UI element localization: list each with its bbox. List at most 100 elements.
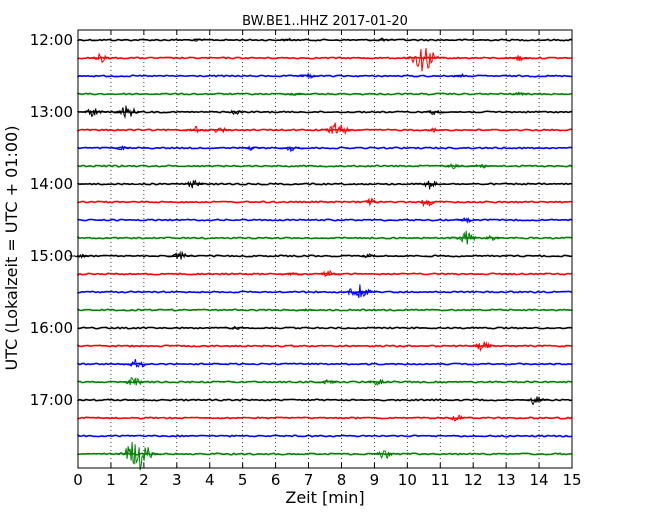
x-axis: 0 1 2 3 4 5 6 7 8 9 10 11 12 13 14 15	[73, 30, 582, 489]
seismic-event	[118, 376, 149, 386]
seismic-event	[87, 52, 116, 64]
seismic-event	[448, 230, 483, 245]
trace	[69, 250, 573, 260]
trace-line	[77, 92, 573, 96]
seismic-event	[411, 199, 442, 208]
seismic-event	[239, 144, 265, 151]
seismic-event	[369, 450, 399, 460]
seismic-event	[520, 396, 551, 406]
trace-line	[77, 344, 573, 348]
trace	[77, 122, 573, 135]
grid-lines	[110, 30, 540, 468]
seismic-event	[205, 126, 233, 134]
x-tick-label: 1	[106, 471, 116, 489]
x-axis-label: Zeit [min]	[285, 488, 364, 507]
trace	[77, 308, 573, 313]
trace	[77, 284, 573, 299]
trace-line	[77, 308, 573, 312]
trace	[77, 91, 573, 97]
trace	[77, 359, 573, 368]
x-tick-label: 12	[464, 471, 483, 489]
y-tick-label: 15:00	[30, 247, 73, 265]
seismic-event	[314, 269, 342, 278]
seismic-event	[466, 164, 493, 169]
y-tick-label: 12:00	[30, 31, 73, 49]
seismic-event	[368, 37, 394, 43]
seismic-event	[122, 359, 152, 368]
trace-line	[77, 56, 573, 60]
seismic-event	[165, 250, 195, 260]
seismic-event	[111, 441, 163, 471]
x-tick-label: 15	[562, 471, 581, 489]
seismic-event	[319, 122, 357, 135]
trace	[77, 414, 573, 422]
trace	[77, 441, 573, 471]
x-tick-label: 13	[497, 471, 516, 489]
seismic-event	[452, 216, 479, 225]
seismic-event	[354, 253, 380, 259]
x-tick-label: 8	[337, 471, 347, 489]
trace	[77, 71, 573, 80]
plot-frame	[77, 29, 573, 469]
seismic-event	[107, 145, 133, 151]
trace-line	[77, 38, 573, 42]
x-tick-label: 14	[530, 471, 549, 489]
seismic-event	[315, 379, 340, 385]
trace	[77, 396, 573, 406]
x-tick-label: 9	[370, 471, 380, 489]
seismic-event	[505, 55, 533, 62]
trace-line	[77, 146, 573, 150]
trace-line	[77, 398, 573, 402]
seismic-event	[278, 145, 305, 153]
seismic-event	[338, 284, 376, 299]
chart-title: BW.BE1..HHZ 2017-01-20	[242, 14, 408, 29]
trace-line	[77, 218, 573, 222]
seismic-event	[280, 272, 304, 277]
trace	[77, 144, 573, 153]
y-tick-label: 14:00	[30, 175, 73, 193]
trace	[77, 105, 573, 120]
y-axis-label: UTC (Lokalzeit = UTC + 01:00)	[2, 126, 21, 371]
seismic-event	[110, 105, 144, 120]
trace-line	[77, 272, 573, 276]
trace-line	[77, 416, 573, 420]
seismic-event	[415, 180, 445, 190]
trace-line	[77, 110, 573, 114]
seismic-event	[283, 92, 307, 96]
seismic-event	[506, 91, 531, 97]
trace	[77, 376, 573, 386]
x-tick-label: 0	[73, 471, 83, 489]
trace-line	[77, 254, 573, 258]
seismic-event	[79, 108, 109, 118]
trace-line	[77, 362, 573, 366]
seismic-event	[467, 341, 498, 353]
x-tick-label: 10	[398, 471, 417, 489]
y-tick-label: 17:00	[30, 391, 73, 409]
seismic-event	[440, 162, 465, 170]
seismic-event	[276, 37, 301, 42]
trace	[77, 162, 573, 170]
trace	[77, 179, 573, 190]
y-tick-label: 16:00	[30, 319, 73, 337]
trace-line	[77, 434, 573, 438]
trace	[77, 434, 573, 438]
x-tick-label: 3	[172, 471, 182, 489]
trace	[77, 37, 573, 43]
seismic-event	[357, 197, 384, 207]
seismic-event	[447, 72, 472, 78]
seismic-event	[420, 127, 446, 133]
seismic-event	[294, 71, 321, 80]
trace	[77, 269, 573, 278]
x-tick-label: 5	[238, 471, 248, 489]
x-tick-label: 2	[139, 471, 149, 489]
trace-line	[77, 380, 573, 384]
seismic-event	[69, 253, 93, 260]
seismic-event	[421, 109, 446, 116]
x-tick-label: 4	[205, 471, 215, 489]
y-axis: 12:00 13:00 14:00 15:00 16:00 17:00	[30, 31, 572, 409]
seismic-event	[441, 414, 470, 422]
trace	[77, 230, 573, 245]
trace	[77, 47, 573, 72]
seismic-event	[400, 47, 447, 72]
